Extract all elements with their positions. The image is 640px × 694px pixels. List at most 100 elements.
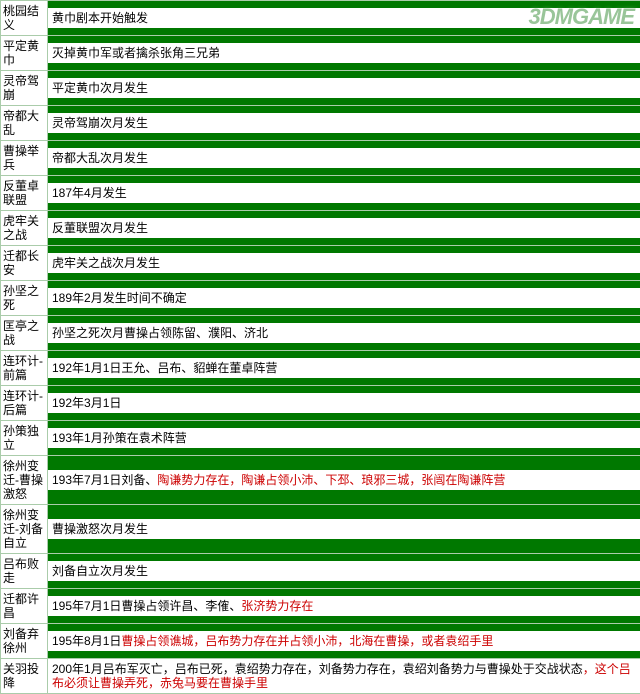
event-name-cell: 灵帝驾崩 xyxy=(1,71,48,106)
event-desc: 刘备自立次月发生 xyxy=(48,561,640,581)
event-desc-cell: 虎牢关之战次月发生 xyxy=(48,246,640,281)
event-desc-cell: 黄巾剧本开始触发 xyxy=(48,1,640,36)
event-name-cell: 迁都许昌 xyxy=(1,589,48,624)
event-desc: 孙坚之死次月曹操占领陈留、濮阳、济北 xyxy=(48,323,640,343)
event-desc: 灵帝驾崩次月发生 xyxy=(48,113,640,133)
desc-text: 192年3月1日 xyxy=(52,396,121,410)
event-desc: 曹操激怒次月发生 xyxy=(48,519,640,539)
table-row: 迁都许昌195年7月1日曹操占领许昌、李傕、张济势力存在 xyxy=(1,589,640,624)
event-name: 徐州变迁-刘备自立 xyxy=(1,505,47,553)
desc-text: 孙坚之死次月曹操占领陈留、濮阳、济北 xyxy=(52,326,268,340)
event-desc-cell: 193年1月孙策在袁术阵营 xyxy=(48,421,640,456)
event-name-cell: 徐州变迁-曹操激怒 xyxy=(1,456,48,505)
event-name: 迁都许昌 xyxy=(1,589,47,623)
event-name-cell: 连环计-后篇 xyxy=(1,386,48,421)
event-desc-cell: 189年2月发生时间不确定 xyxy=(48,281,640,316)
event-name-cell: 刘备弃徐州 xyxy=(1,624,48,659)
desc-text: 帝都大乱次月发生 xyxy=(52,151,148,165)
event-name: 孙坚之死 xyxy=(1,281,47,315)
event-desc: 193年7月1日刘备、陶谦势力存在，陶谦占领小沛、下邳、琅邪三城，张闿在陶谦阵营 xyxy=(48,470,640,490)
table-row: 平定黄巾灭掉黄巾军或者擒杀张角三兄弟 xyxy=(1,36,640,71)
event-desc: 虎牢关之战次月发生 xyxy=(48,253,640,273)
event-name-cell: 帝都大乱 xyxy=(1,106,48,141)
table-row: 帝都大乱灵帝驾崩次月发生 xyxy=(1,106,640,141)
event-name: 虎牢关之战 xyxy=(1,211,47,245)
event-desc-cell: 195年7月1日曹操占领许昌、李傕、张济势力存在 xyxy=(48,589,640,624)
event-name: 平定黄巾 xyxy=(1,36,47,70)
event-desc-cell: 187年4月发生 xyxy=(48,176,640,211)
desc-text: 曹操激怒次月发生 xyxy=(52,522,148,536)
event-name: 帝都大乱 xyxy=(1,106,47,140)
event-desc-cell: 曹操激怒次月发生 xyxy=(48,505,640,554)
event-name: 连环计-前篇 xyxy=(1,351,47,385)
highlight-text: 张济势力存在 xyxy=(241,599,313,613)
event-name: 迁都长安 xyxy=(1,246,47,280)
event-name-cell: 迁都长安 xyxy=(1,246,48,281)
event-name: 徐州变迁-曹操激怒 xyxy=(1,456,47,504)
event-table: 桃园结义黄巾剧本开始触发平定黄巾灭掉黄巾军或者擒杀张角三兄弟灵帝驾崩平定黄巾次月… xyxy=(0,0,640,694)
table-row: 徐州变迁-刘备自立曹操激怒次月发生 xyxy=(1,505,640,554)
event-name: 连环计-后篇 xyxy=(1,386,47,420)
desc-text: 灭掉黄巾军或者擒杀张角三兄弟 xyxy=(52,46,220,60)
event-name: 刘备弃徐州 xyxy=(1,624,47,658)
event-desc: 平定黄巾次月发生 xyxy=(48,78,640,98)
event-desc: 187年4月发生 xyxy=(48,183,640,203)
desc-text: 193年1月孙策在袁术阵营 xyxy=(52,431,187,445)
table-row: 孙坚之死 189年2月发生时间不确定 xyxy=(1,281,640,316)
desc-text: 刘备自立次月发生 xyxy=(52,564,148,578)
event-name: 曹操举兵 xyxy=(1,141,47,175)
event-name-cell: 徐州变迁-刘备自立 xyxy=(1,505,48,554)
event-desc-cell: 刘备自立次月发生 xyxy=(48,554,640,589)
table-row: 关羽投降200年1月吕布军灭亡，吕布已死，袁绍势力存在，刘备势力存在，袁绍刘备势… xyxy=(1,659,640,694)
event-desc-cell: 200年1月吕布军灭亡，吕布已死，袁绍势力存在，刘备势力存在，袁绍刘备势力与曹操… xyxy=(48,659,640,694)
event-desc-cell: 灭掉黄巾军或者擒杀张角三兄弟 xyxy=(48,36,640,71)
highlight-text: 曹操占领谯城，吕布势力存在并占领小沛，北海在曹操，或者袁绍手里 xyxy=(121,634,493,648)
table-row: 匡亭之战孙坚之死次月曹操占领陈留、濮阳、济北 xyxy=(1,316,640,351)
event-name: 桃园结义 xyxy=(1,1,47,35)
desc-text: 195年7月1日曹操占领许昌、李傕、 xyxy=(52,599,241,613)
desc-text: 反董联盟次月发生 xyxy=(52,221,148,235)
event-name-cell: 平定黄巾 xyxy=(1,36,48,71)
desc-text: 黄巾剧本开始触发 xyxy=(52,11,148,25)
event-desc: 黄巾剧本开始触发 xyxy=(48,8,640,28)
event-desc: 193年1月孙策在袁术阵营 xyxy=(48,428,640,448)
desc-text: 虎牢关之战次月发生 xyxy=(52,256,160,270)
event-name: 关羽投降 xyxy=(1,659,47,693)
event-desc: 192年3月1日 xyxy=(48,393,640,413)
table-row: 灵帝驾崩平定黄巾次月发生 xyxy=(1,71,640,106)
event-name-cell: 虎牢关之战 xyxy=(1,211,48,246)
event-name-cell: 桃园结义 xyxy=(1,1,48,36)
event-desc-cell: 192年1月1日王允、吕布、貂蝉在董卓阵营 xyxy=(48,351,640,386)
event-name-cell: 吕布败走 xyxy=(1,554,48,589)
table-row: 曹操举兵帝都大乱次月发生 xyxy=(1,141,640,176)
table-row: 迁都长安虎牢关之战次月发生 xyxy=(1,246,640,281)
table-row: 连环计-后篇 192年3月1日 xyxy=(1,386,640,421)
table-row: 刘备弃徐州195年8月1日曹操占领谯城，吕布势力存在并占领小沛，北海在曹操，或者… xyxy=(1,624,640,659)
event-desc-cell: 平定黄巾次月发生 xyxy=(48,71,640,106)
event-name-cell: 反董卓联盟 xyxy=(1,176,48,211)
desc-text: 平定黄巾次月发生 xyxy=(52,81,148,95)
event-desc: 帝都大乱次月发生 xyxy=(48,148,640,168)
event-name-cell: 孙坚之死 xyxy=(1,281,48,316)
table-row: 桃园结义黄巾剧本开始触发 xyxy=(1,1,640,36)
event-desc: 反董联盟次月发生 xyxy=(48,218,640,238)
event-desc-cell: 192年3月1日 xyxy=(48,386,640,421)
event-name-cell: 连环计-前篇 xyxy=(1,351,48,386)
event-name-cell: 孙策独立 xyxy=(1,421,48,456)
event-name: 孙策独立 xyxy=(1,421,47,455)
table-row: 吕布败走刘备自立次月发生 xyxy=(1,554,640,589)
event-name: 灵帝驾崩 xyxy=(1,71,47,105)
event-name: 匡亭之战 xyxy=(1,316,47,350)
event-desc: 195年8月1日曹操占领谯城，吕布势力存在并占领小沛，北海在曹操，或者袁绍手里 xyxy=(48,631,640,651)
desc-text: 195年8月1日 xyxy=(52,634,121,648)
event-name-cell: 曹操举兵 xyxy=(1,141,48,176)
event-desc-cell: 反董联盟次月发生 xyxy=(48,211,640,246)
event-desc: 189年2月发生时间不确定 xyxy=(48,288,640,308)
event-desc: 195年7月1日曹操占领许昌、李傕、张济势力存在 xyxy=(48,596,640,616)
event-desc-cell: 帝都大乱次月发生 xyxy=(48,141,640,176)
event-desc-cell: 193年7月1日刘备、陶谦势力存在，陶谦占领小沛、下邳、琅邪三城，张闿在陶谦阵营 xyxy=(48,456,640,505)
event-name: 吕布败走 xyxy=(1,554,47,588)
desc-text: 189年2月发生时间不确定 xyxy=(52,291,187,305)
event-desc: 192年1月1日王允、吕布、貂蝉在董卓阵营 xyxy=(48,358,640,378)
table-row: 连环计-前篇192年1月1日王允、吕布、貂蝉在董卓阵营 xyxy=(1,351,640,386)
